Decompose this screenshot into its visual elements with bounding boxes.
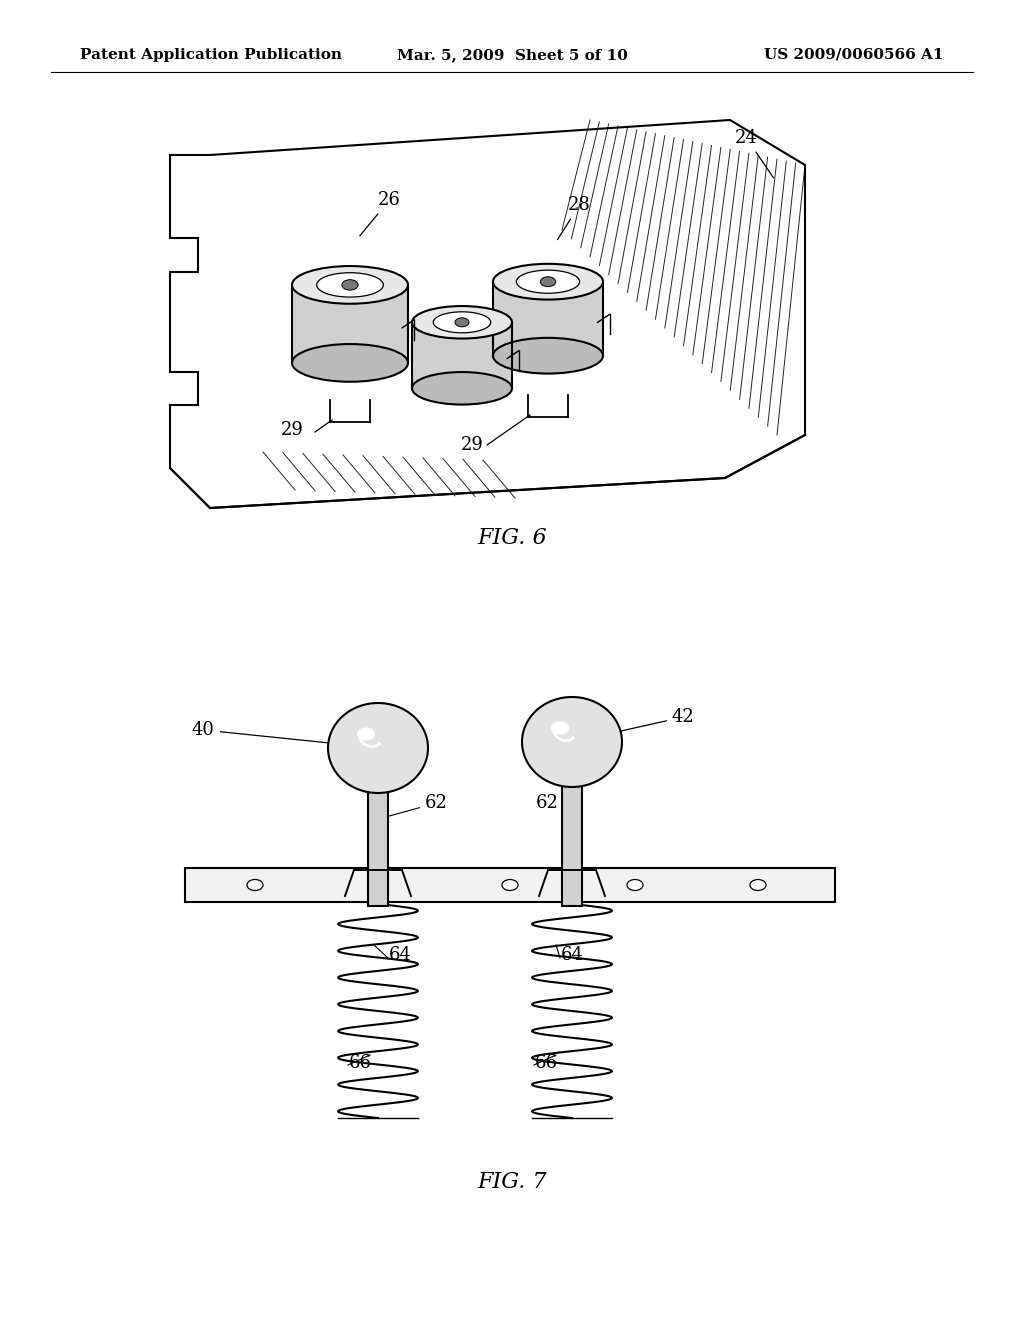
Polygon shape — [493, 281, 603, 355]
Text: FIG. 6: FIG. 6 — [477, 527, 547, 549]
Ellipse shape — [750, 879, 766, 891]
Text: 66: 66 — [535, 1053, 557, 1072]
Text: 66: 66 — [348, 1053, 372, 1072]
Text: US 2009/0060566 A1: US 2009/0060566 A1 — [765, 48, 944, 62]
Ellipse shape — [372, 879, 388, 891]
Ellipse shape — [292, 267, 408, 304]
Ellipse shape — [493, 338, 603, 374]
Ellipse shape — [412, 372, 512, 404]
Ellipse shape — [551, 722, 569, 734]
Text: 29: 29 — [461, 436, 483, 454]
Ellipse shape — [522, 697, 622, 787]
Text: 28: 28 — [557, 195, 591, 240]
Polygon shape — [562, 776, 582, 906]
Ellipse shape — [328, 704, 428, 793]
Ellipse shape — [433, 312, 490, 333]
Polygon shape — [185, 869, 835, 902]
Ellipse shape — [357, 727, 375, 741]
Ellipse shape — [412, 306, 512, 338]
Ellipse shape — [516, 271, 580, 293]
Ellipse shape — [493, 264, 603, 300]
Text: 42: 42 — [577, 708, 694, 743]
Ellipse shape — [247, 879, 263, 891]
Text: 62: 62 — [385, 795, 447, 817]
Text: 26: 26 — [359, 191, 400, 236]
Text: Patent Application Publication: Patent Application Publication — [80, 48, 342, 62]
Ellipse shape — [316, 273, 383, 297]
Polygon shape — [170, 120, 805, 508]
Text: Mar. 5, 2009  Sheet 5 of 10: Mar. 5, 2009 Sheet 5 of 10 — [396, 48, 628, 62]
Polygon shape — [292, 285, 408, 363]
Text: 62: 62 — [536, 795, 566, 814]
Ellipse shape — [541, 277, 556, 286]
Ellipse shape — [502, 879, 518, 891]
Text: 40: 40 — [193, 721, 374, 750]
Ellipse shape — [627, 879, 643, 891]
Polygon shape — [412, 322, 512, 388]
Polygon shape — [368, 781, 388, 906]
Text: FIG. 7: FIG. 7 — [477, 1171, 547, 1193]
Text: 64: 64 — [560, 946, 584, 964]
Text: 64: 64 — [388, 946, 412, 964]
Ellipse shape — [342, 280, 358, 290]
Text: 24: 24 — [735, 129, 773, 178]
Text: 29: 29 — [281, 421, 303, 440]
Ellipse shape — [455, 318, 469, 327]
Ellipse shape — [292, 345, 408, 381]
